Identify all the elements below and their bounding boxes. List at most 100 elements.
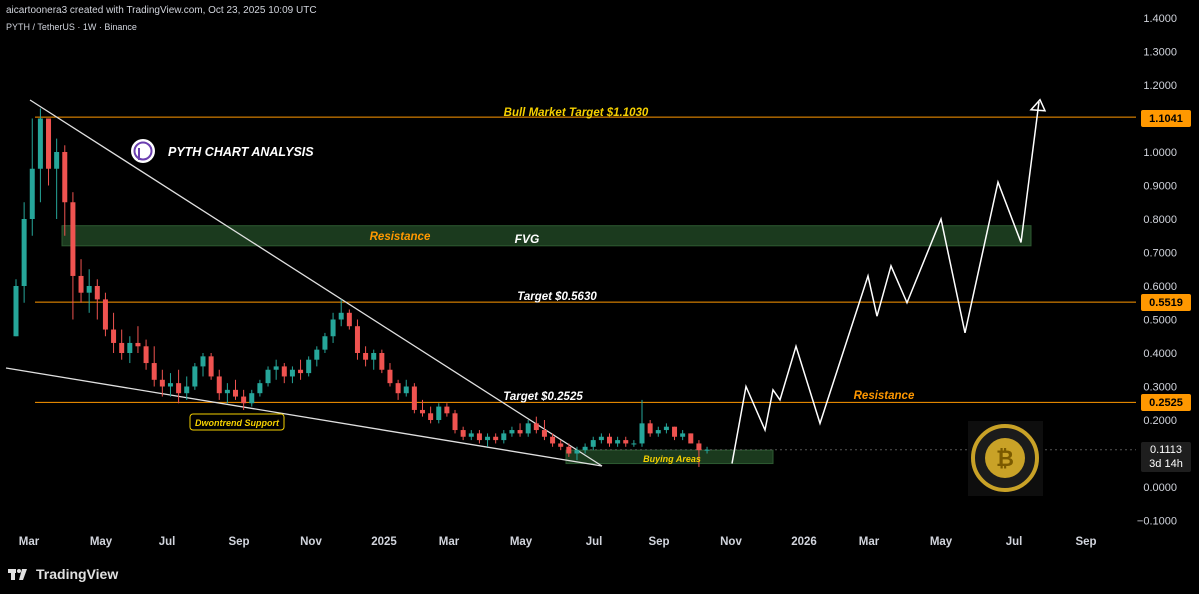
candle-body: [208, 356, 214, 377]
candle-body: [403, 386, 409, 394]
x-tick-label: Nov: [300, 536, 322, 548]
candle-body: [119, 342, 125, 353]
y-tick-label: 0.3000: [1143, 382, 1177, 394]
x-tick-label: May: [510, 536, 533, 548]
candle-body: [46, 118, 52, 169]
coin-watermark-logo: ₿: [968, 421, 1043, 496]
candle-body: [184, 386, 190, 394]
x-tick-label: May: [930, 536, 953, 548]
candle-body: [167, 383, 173, 387]
candle-body: [639, 423, 645, 444]
downtrend-support-label: Dwontrend Support: [195, 418, 280, 428]
y-tick-label: 1.3000: [1143, 47, 1177, 59]
bar-countdown: 3d 14h: [1149, 458, 1183, 470]
symbol-info[interactable]: PYTH / TetherUS · 1W · Binance: [6, 22, 137, 32]
buying-areas-label: Buying Areas: [643, 454, 701, 464]
candle-body: [688, 433, 694, 444]
y-tick-label: 1.0000: [1143, 147, 1177, 159]
candle-body: [322, 336, 328, 350]
downtrend-resistance-line[interactable]: [29, 99, 603, 467]
candle-body: [452, 413, 458, 431]
x-tick-label: Mar: [439, 536, 460, 548]
candle-body: [623, 440, 629, 444]
y-tick-label: −0.1000: [1137, 516, 1177, 528]
candle-body: [387, 369, 393, 384]
candle-body: [696, 443, 702, 451]
candle-body: [574, 450, 580, 454]
candle-body: [525, 423, 531, 434]
candle-body: [354, 326, 360, 353]
fvg-zone: [61, 225, 1032, 247]
x-axis-labels: Mar May Jul Sep Nov 2025 Mar May Jul Sep Nov 2026 Ma…: [19, 536, 1097, 548]
candle-body: [143, 346, 149, 364]
candle-body: [371, 353, 377, 360]
downtrend-support-box: [189, 413, 285, 431]
y-tick-label: 0.4000: [1143, 348, 1177, 360]
candle-body: [598, 436, 604, 441]
price-tag-target-low: 0.2525: [1141, 394, 1191, 411]
candle-body: [338, 312, 344, 320]
candle-body: [590, 440, 596, 447]
candle-body: [111, 329, 117, 343]
x-tick-label: 2025: [371, 536, 397, 548]
candle-body: [606, 436, 612, 444]
candle-body: [533, 423, 539, 431]
resistance-low-label: Resistance: [854, 390, 915, 402]
x-tick-label: Nov: [720, 536, 742, 548]
candle-body: [37, 118, 43, 169]
last-price-value: 0.1113: [1149, 444, 1182, 456]
candle-body: [241, 396, 247, 404]
target-low-label: Target $0.2525: [503, 391, 583, 403]
candle-body: [680, 433, 686, 437]
y-tick-label: 1.4000: [1143, 13, 1177, 25]
tradingview-logo-icon: [8, 569, 27, 580]
y-tick-label: 0.7000: [1143, 248, 1177, 260]
candle-body: [216, 376, 222, 394]
x-tick-label: Sep: [228, 536, 249, 548]
price-tag-bull-target: 1.1041: [1141, 110, 1191, 127]
buying-area-zone: [565, 449, 774, 465]
bull-target-label: Bull Market Target $1.1030: [504, 107, 649, 119]
candle-body: [541, 430, 547, 437]
candle-body: [655, 430, 661, 434]
target-mid-label: Target $0.5630: [517, 291, 597, 303]
candle-body: [70, 202, 76, 276]
candle-body: [200, 356, 206, 367]
x-tick-label: May: [90, 536, 113, 548]
candle-body: [395, 383, 401, 394]
y-tick-label: 0.6000: [1143, 281, 1177, 293]
candle-body: [29, 168, 35, 219]
candle-body: [363, 353, 369, 360]
candle-body: [346, 312, 352, 327]
candle-body: [257, 383, 263, 394]
x-tick-label: Sep: [1075, 536, 1096, 548]
candle-body: [21, 219, 27, 286]
candle-body: [102, 299, 108, 330]
chart-credit: aicartoonera3 created with TradingView.c…: [6, 5, 317, 16]
candle-body: [631, 443, 637, 445]
y-tick-label: 0.9000: [1143, 181, 1177, 193]
candle-body: [428, 413, 434, 420]
candle-body: [647, 423, 653, 434]
price-tag-target-mid: 0.5519: [1141, 294, 1191, 311]
candle-body: [411, 386, 417, 410]
x-tick-label: Jul: [1006, 536, 1023, 548]
candle-body: [509, 430, 515, 434]
candle-body: [615, 440, 621, 444]
candle-body: [379, 353, 385, 370]
x-tick-label: Sep: [648, 536, 669, 548]
y-tick-label: 1.2000: [1143, 80, 1177, 92]
candle-body: [159, 379, 165, 387]
tradingview-brand[interactable]: TradingView: [8, 566, 118, 582]
chart-title: PYTH CHART ANALYSIS: [168, 145, 314, 159]
candle-body: [314, 349, 320, 360]
candle-body: [444, 406, 450, 414]
candle-body: [298, 369, 304, 374]
downtrend-support-line[interactable]: [5, 367, 603, 467]
candle-body: [663, 426, 669, 431]
candle-body: [176, 383, 182, 394]
candle-body: [476, 433, 482, 441]
candle-body: [468, 433, 474, 437]
y-tick-label: 0.0000: [1143, 482, 1177, 494]
